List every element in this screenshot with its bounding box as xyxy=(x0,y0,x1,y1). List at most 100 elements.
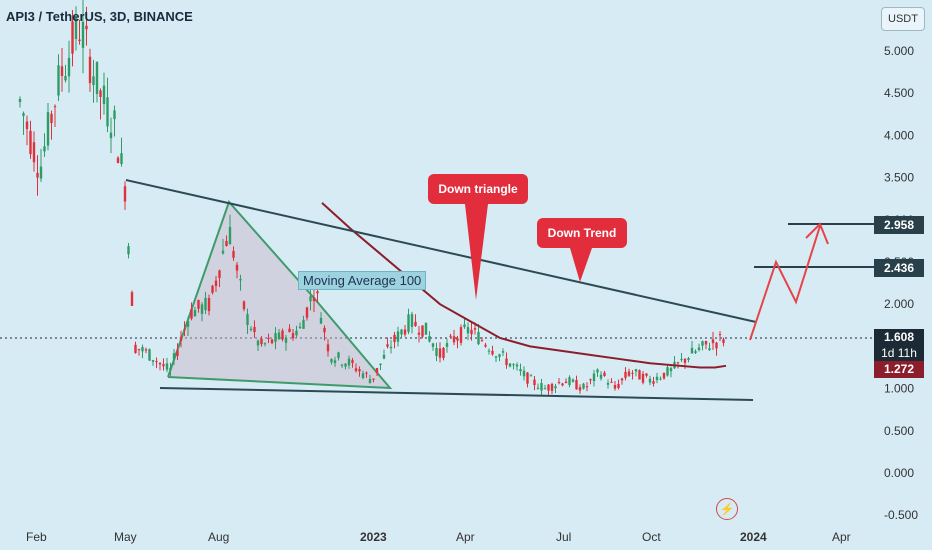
candle-body xyxy=(25,121,29,129)
candle-body xyxy=(302,319,305,329)
candle-body xyxy=(662,372,666,379)
candle-body xyxy=(312,297,316,302)
candle-body xyxy=(284,337,288,343)
currency-button[interactable]: USDT xyxy=(881,7,925,31)
candle-body xyxy=(585,386,589,388)
candle-body xyxy=(575,380,578,390)
candle-body xyxy=(659,378,662,380)
candle-body xyxy=(81,21,85,48)
candle-body xyxy=(200,304,204,314)
candle-body xyxy=(368,379,372,384)
candle-body xyxy=(365,372,368,374)
candle-body xyxy=(232,251,235,258)
candle-body xyxy=(540,383,543,391)
candle-body xyxy=(400,329,403,335)
y-tick-label: 1.000 xyxy=(884,382,914,396)
candle-body xyxy=(683,358,687,363)
down-triangle-pointer xyxy=(465,204,488,300)
candle-body xyxy=(22,113,25,116)
down-triangle-annotation: Down triangle xyxy=(428,174,528,204)
candle-body xyxy=(711,339,715,344)
candle-body xyxy=(722,339,725,343)
candle-body xyxy=(274,333,277,342)
candle-body xyxy=(197,300,200,309)
candle-body xyxy=(414,321,417,327)
triangle-fill xyxy=(168,202,390,388)
candle-body xyxy=(123,186,127,202)
candle-body xyxy=(253,327,256,333)
candle-body xyxy=(351,360,354,363)
candle-body xyxy=(505,358,508,366)
candle-body xyxy=(645,373,648,376)
candle-body xyxy=(225,240,228,247)
candle-body xyxy=(155,361,158,363)
y-tick-label: 4.500 xyxy=(884,86,914,100)
candle-body xyxy=(718,334,722,336)
candle-body xyxy=(596,369,599,373)
candle-body xyxy=(141,347,144,352)
candle-body xyxy=(599,374,603,379)
candle-body xyxy=(88,56,92,84)
candle-body xyxy=(228,226,232,245)
candle-body xyxy=(470,329,473,335)
candle-body xyxy=(67,57,71,77)
candle-body xyxy=(218,270,221,278)
candle-body xyxy=(204,297,207,310)
candle-body xyxy=(32,142,36,163)
candle-body xyxy=(473,328,477,330)
candle-body xyxy=(578,387,582,391)
candle-body xyxy=(456,338,459,341)
candle-body xyxy=(57,65,60,96)
candle-body xyxy=(627,371,631,376)
candle-body xyxy=(582,383,585,389)
ma-price-badge: 1.272 xyxy=(874,361,924,378)
candle-body xyxy=(666,367,669,376)
target2-price-badge: 2.958 xyxy=(874,216,924,234)
candle-body xyxy=(568,377,571,386)
x-tick-label: Feb xyxy=(26,530,47,544)
lightning-icon[interactable]: ⚡ xyxy=(716,498,738,520)
candle-body xyxy=(610,381,613,383)
candle-body xyxy=(687,358,690,360)
candle-body xyxy=(431,343,435,347)
candle-body xyxy=(715,342,718,349)
candle-body xyxy=(526,372,529,384)
down-trend-annotation: Down Trend xyxy=(537,218,627,248)
candle-body xyxy=(137,348,141,350)
candle-body xyxy=(95,61,99,94)
candle-body xyxy=(386,344,389,347)
candle-body xyxy=(211,285,214,293)
candle-body xyxy=(424,322,428,335)
candle-body xyxy=(85,25,88,30)
candle-body xyxy=(435,347,438,356)
candle-body xyxy=(190,308,193,319)
candle-body xyxy=(120,153,123,164)
candle-body xyxy=(235,264,239,271)
candle-body xyxy=(127,246,130,255)
candle-body xyxy=(428,336,431,342)
candle-body xyxy=(71,21,74,54)
candle-body xyxy=(624,371,627,378)
candle-body xyxy=(680,359,683,361)
y-tick-label: 5.000 xyxy=(884,44,914,58)
candle-body xyxy=(543,388,547,390)
candle-body xyxy=(501,351,505,353)
candle-body xyxy=(403,329,407,335)
candle-body xyxy=(330,359,333,363)
candle-body xyxy=(144,349,148,351)
candle-body xyxy=(134,344,137,353)
candle-body xyxy=(589,379,592,381)
candle-body xyxy=(631,372,634,374)
y-tick-label: 3.500 xyxy=(884,171,914,185)
y-tick-label: 0.500 xyxy=(884,424,914,438)
candle-body xyxy=(690,347,694,354)
candle-body xyxy=(165,363,169,370)
countdown-badge: 1d 11h xyxy=(874,345,924,361)
y-tick-label: 0.000 xyxy=(884,466,914,480)
candle-body xyxy=(606,382,610,385)
x-tick-label: Apr xyxy=(832,530,851,544)
candle-body xyxy=(221,250,225,254)
candle-body xyxy=(697,347,701,351)
candle-body xyxy=(515,364,519,367)
